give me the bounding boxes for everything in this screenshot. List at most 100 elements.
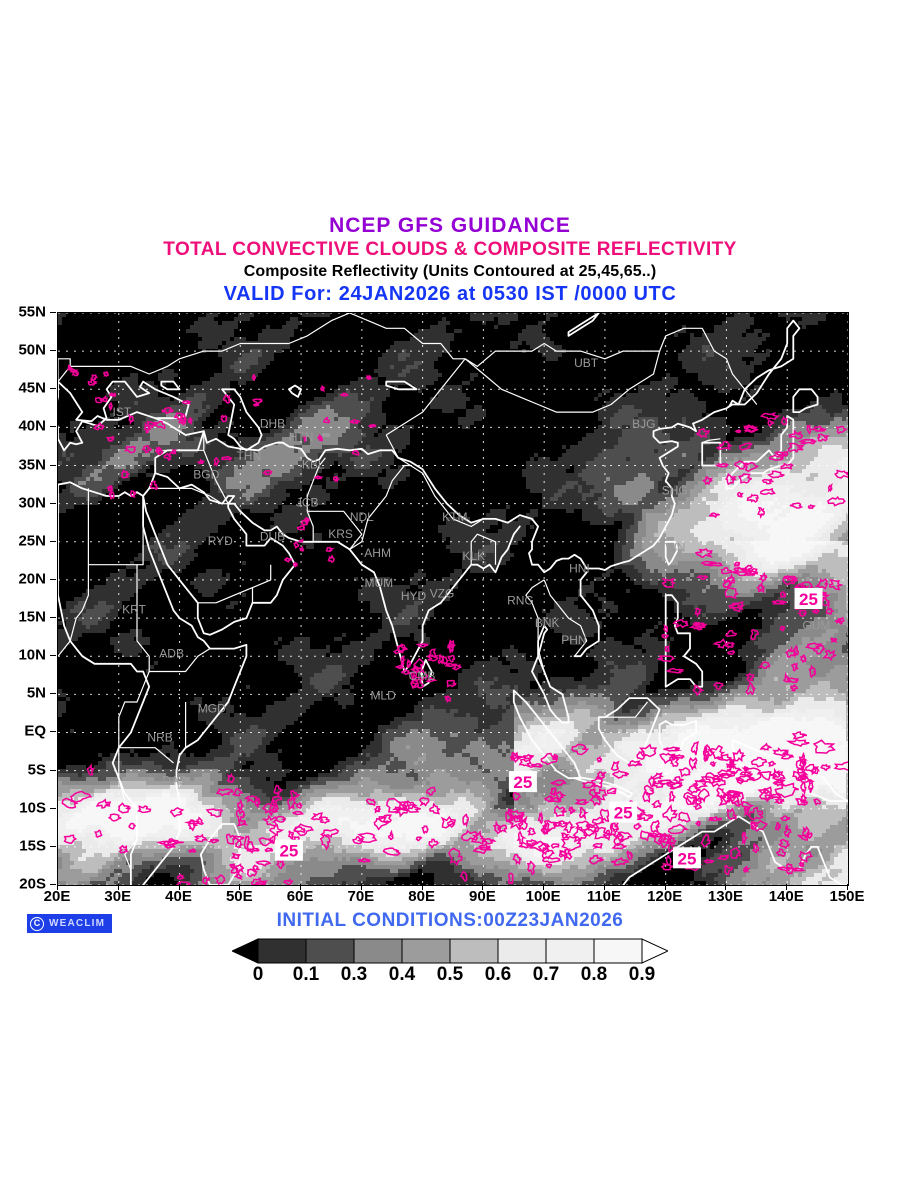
longitude-tick-mark bbox=[421, 884, 423, 890]
contour-label-25: 25 bbox=[678, 849, 697, 868]
city-label: RYD bbox=[208, 534, 233, 548]
reflectivity-contours bbox=[61, 364, 848, 885]
colorbar-left-cap bbox=[230, 938, 259, 964]
colorbar-segment bbox=[401, 938, 451, 964]
latitude-tick-label: EQ bbox=[24, 722, 46, 740]
longitude-tick-label: 20E bbox=[43, 888, 71, 905]
colorbar-tick-label: 0.4 bbox=[388, 964, 416, 985]
colorbar-segment bbox=[497, 938, 547, 964]
city-label: IST bbox=[112, 405, 131, 419]
longitude-tick-label: 50E bbox=[225, 888, 253, 905]
colorbar-segment bbox=[593, 938, 643, 964]
city-label: UBT bbox=[574, 356, 599, 370]
longitude-tick-label: 140E bbox=[768, 888, 804, 905]
title-subtitle: Composite Reflectivity (Units Contoured … bbox=[243, 263, 657, 280]
city-label: HYD bbox=[401, 589, 427, 603]
city-label: AHM bbox=[364, 546, 391, 560]
contour-label-25: 25 bbox=[279, 842, 298, 861]
political-borders bbox=[58, 313, 758, 870]
weaclim-logo-badge[interactable]: C WEACLIM bbox=[27, 914, 113, 933]
city-label: PHN bbox=[561, 633, 586, 647]
colorbar-tick-label: 0.7 bbox=[532, 964, 560, 985]
longitude-tick-label: 130E bbox=[707, 888, 743, 905]
contour-value-labels: 25 25 25 25 25 bbox=[274, 588, 823, 869]
longitude-tick-mark bbox=[57, 884, 58, 890]
initial-conditions-text: INITIAL CONDITIONS:00Z23JAN2026 bbox=[276, 910, 624, 931]
city-label: MLD bbox=[370, 689, 396, 703]
city-label: MUM bbox=[365, 576, 394, 590]
latitude-tick-mark bbox=[50, 807, 56, 809]
longitude-tick-mark bbox=[847, 884, 848, 890]
city-label: NDL bbox=[350, 510, 374, 524]
city-label: HNI bbox=[569, 561, 590, 575]
latitude-tick-mark bbox=[50, 578, 56, 580]
city-label: MGD bbox=[198, 702, 226, 716]
map-frame[interactable]: IST BGD THN DHB HTN KBL JCB KRS NDL RYD DUB ADB MGD N… bbox=[57, 312, 849, 886]
latitude-tick-mark bbox=[50, 693, 56, 695]
colorbar-segment bbox=[545, 938, 595, 964]
longitude-tick-label: 30E bbox=[104, 888, 132, 905]
longitude-tick-mark bbox=[786, 884, 788, 890]
colorbar-tick-label: 0.6 bbox=[484, 964, 512, 985]
latitude-tick-label: 30N bbox=[18, 494, 46, 512]
city-label: CMB bbox=[409, 669, 436, 683]
longitude-tick-label: 80E bbox=[408, 888, 435, 905]
contour-label-25: 25 bbox=[513, 773, 532, 792]
latitude-tick-label: 5S bbox=[27, 761, 46, 779]
city-label: BJG bbox=[632, 417, 655, 431]
latitude-tick-label: 15N bbox=[18, 608, 46, 626]
latitude-tick-mark bbox=[50, 617, 56, 619]
city-label: GUM bbox=[802, 619, 830, 633]
longitude-tick-mark bbox=[300, 884, 302, 890]
city-label: DHB bbox=[260, 416, 285, 430]
latitude-tick-mark bbox=[50, 731, 56, 733]
colorbar-segment bbox=[305, 938, 355, 964]
colorbar-tick-label: 0.1 bbox=[292, 964, 320, 985]
colorbar-segment bbox=[353, 938, 403, 964]
city-label: KLK bbox=[462, 549, 485, 563]
longitude-tick-label: 90E bbox=[469, 888, 496, 905]
latitude-tick-mark bbox=[50, 388, 56, 390]
longitude-tick-label: 110E bbox=[586, 888, 622, 905]
city-label: KTM bbox=[442, 510, 467, 524]
longitude-tick-mark bbox=[360, 884, 362, 890]
latitude-tick-mark bbox=[50, 350, 56, 352]
title-valid-time: VALID For: 24JAN2026 at 0530 IST /0000 U… bbox=[223, 283, 677, 305]
colorbar bbox=[230, 938, 670, 964]
longitude-tick-label: 150E bbox=[829, 888, 865, 905]
latitude-tick-label: 10S bbox=[19, 799, 46, 817]
latitude-tick-label: 5N bbox=[26, 684, 46, 702]
latitude-tick-mark bbox=[50, 426, 56, 428]
city-label: ADB bbox=[159, 647, 184, 661]
latitude-tick-label: 25N bbox=[18, 532, 46, 550]
colorbar-tick-labels: 0 0.1 0.3 0.4 0.5 0.6 0.7 0.8 0.9 bbox=[232, 964, 668, 988]
city-label: RNG bbox=[507, 593, 534, 607]
colorbar-segment bbox=[449, 938, 499, 964]
longitude-tick-label: 100E bbox=[525, 888, 561, 905]
city-label: HTN bbox=[289, 430, 314, 444]
latitude-tick-mark bbox=[50, 769, 56, 771]
map-canvas[interactable]: IST BGD THN DHB HTN KBL JCB KRS NDL RYD DUB ADB MGD N… bbox=[58, 313, 848, 885]
city-label: DAS bbox=[162, 773, 187, 787]
title-block: NCEP GFS GUIDANCE TOTAL CONVECTIVE CLOUD… bbox=[0, 214, 900, 306]
colorbar-tick-label: 0.5 bbox=[436, 964, 464, 985]
colorbar-tick-label: 0.3 bbox=[340, 964, 368, 985]
latitude-tick-label: 20N bbox=[18, 570, 46, 588]
city-labels: IST BGD THN DHB HTN KBL JCB KRS NDL RYD DUB ADB MGD N… bbox=[112, 356, 830, 787]
longitude-tick-mark bbox=[178, 884, 180, 890]
latitude-tick-label: 45N bbox=[18, 379, 46, 397]
colorbar-tick-label: 0 bbox=[252, 964, 264, 985]
longitude-tick-label: 120E bbox=[647, 888, 683, 905]
colorbar-tick-label: 0.9 bbox=[628, 964, 656, 985]
latitude-tick-label: 40N bbox=[18, 417, 46, 435]
city-label: BNK bbox=[535, 616, 560, 630]
latitude-tick-label: 50N bbox=[18, 341, 46, 359]
city-label: THN bbox=[236, 449, 261, 463]
cloud-fraction-raster bbox=[58, 313, 848, 885]
weaclim-label: WEACLIM bbox=[49, 918, 106, 929]
longitude-tick-mark bbox=[664, 884, 666, 890]
latitude-tick-mark bbox=[50, 464, 56, 466]
latitude-tick-mark bbox=[50, 502, 56, 504]
title-model: NCEP GFS GUIDANCE bbox=[329, 214, 571, 237]
city-label: BGD bbox=[193, 467, 219, 481]
